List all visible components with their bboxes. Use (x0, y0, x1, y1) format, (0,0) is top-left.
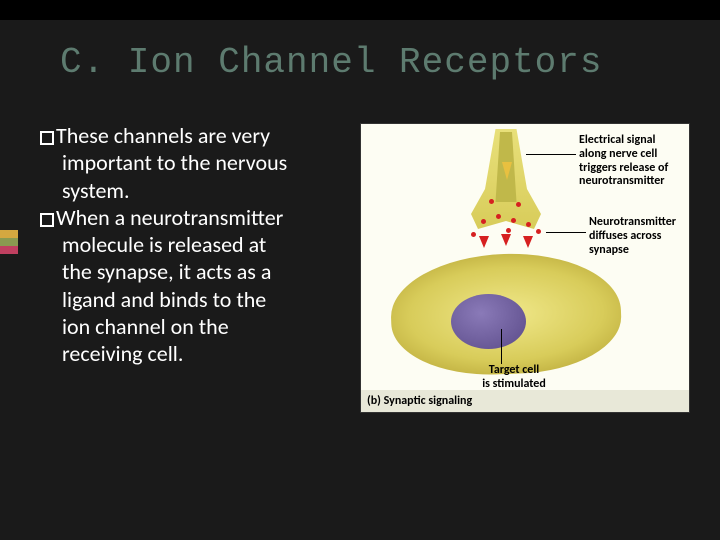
bullet-text: molecule is released at (40, 232, 350, 257)
label-target: Target cell is stimulated (469, 364, 559, 392)
bullet-text: ligand and binds to the (40, 287, 350, 312)
leader-line (546, 232, 586, 233)
bullet-text: ion channel on the (40, 314, 350, 339)
leader-line (501, 329, 502, 364)
neurotransmitter-dot (496, 214, 501, 219)
neurotransmitter-dot (481, 219, 486, 224)
synapse-figure: Electrical signal along nerve cell trigg… (360, 123, 690, 413)
bullet-item: These channels are very (40, 123, 350, 148)
top-bar (0, 0, 720, 20)
slide-title: C. Ion Channel Receptors (0, 20, 720, 93)
diffusion-arrow-icon (501, 234, 511, 246)
label-diffuses: Neurotransmitter diffuses across synapse (589, 216, 689, 257)
neurotransmitter-dot (516, 202, 521, 207)
bullet-text: important to the nervous (40, 150, 350, 175)
bullet-text: the synapse, it acts as a (40, 259, 350, 284)
content-row: These channels are very important to the… (0, 93, 720, 413)
neurotransmitter-dot (489, 199, 494, 204)
label-electrical: Electrical signal along nerve cell trigg… (579, 134, 689, 189)
nucleus-shape (451, 294, 526, 349)
bullet-box-icon (40, 131, 54, 145)
accent-stripes (0, 230, 18, 254)
leader-line (526, 154, 576, 155)
neurotransmitter-dot (506, 228, 511, 233)
bullet-box-icon (40, 213, 54, 227)
bullet-column: These channels are very important to the… (40, 123, 350, 413)
diffusion-arrow-icon (523, 236, 533, 248)
diffusion-arrow-icon (479, 236, 489, 248)
neurotransmitter-dot (526, 222, 531, 227)
bullet-text: receiving cell. (40, 341, 350, 366)
figure-caption: (b) Synaptic signaling (361, 390, 689, 412)
bullet-text: These channels are very (56, 122, 270, 149)
neurotransmitter-dot (471, 232, 476, 237)
electrical-arrow-icon (502, 162, 512, 180)
bullet-item: When a neurotransmitter (40, 205, 350, 230)
neurotransmitter-dot (511, 218, 516, 223)
bullet-text: When a neurotransmitter (56, 204, 283, 231)
neurotransmitter-dot (536, 229, 541, 234)
bullet-text: system. (40, 178, 350, 203)
